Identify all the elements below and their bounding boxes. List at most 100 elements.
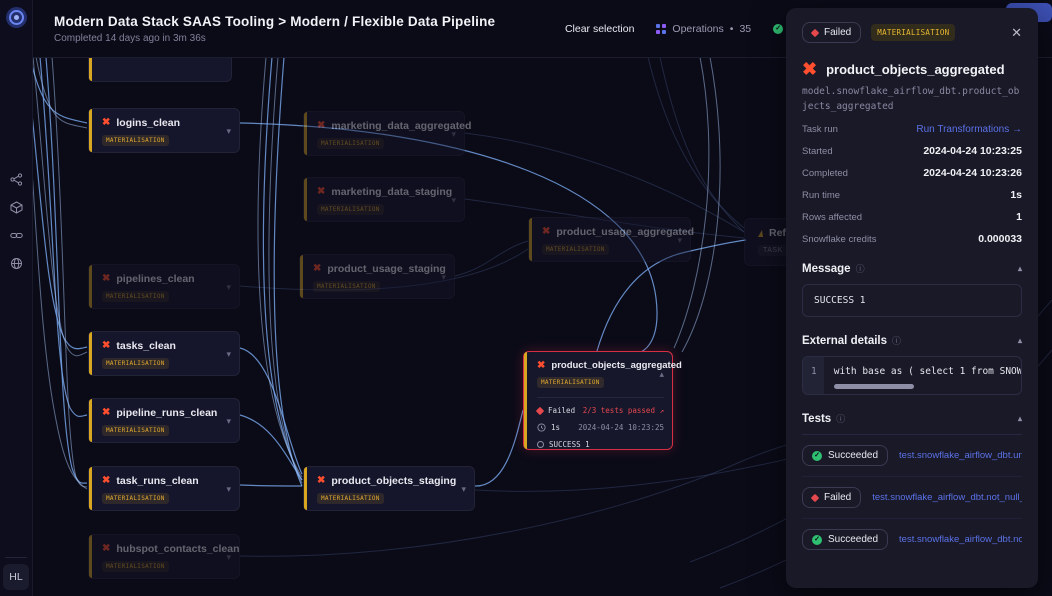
cube-icon[interactable] <box>10 201 23 214</box>
node-label: hubspot_contacts_clean <box>116 543 240 555</box>
panel-title: product_objects_aggregated <box>826 61 1005 77</box>
chevron-down-icon[interactable]: ▾ <box>461 484 466 494</box>
detail-row: Started 2024-04-24 10:23:25 <box>802 145 1022 157</box>
operations-chip[interactable]: Operations • 35 <box>656 23 751 35</box>
test-link[interactable]: test.snowflake_airflow_dbt.unique_pro <box>899 450 1022 462</box>
status-circle-icon <box>537 441 544 448</box>
materialisation-badge: MATERIALISATION <box>102 135 169 146</box>
node-status-bar <box>89 535 92 578</box>
materialisation-badge: MATERIALISATION <box>102 425 169 436</box>
node-label: product_objects_aggregated <box>551 360 682 371</box>
code-content[interactable]: with base as ( select 1 from SNOWFLAKE <box>824 357 1021 394</box>
horizontal-scrollbar[interactable] <box>833 384 914 390</box>
node-marketing-data-staging[interactable]: ✖ marketing_data_staging ▾ MATERIALISATI… <box>303 177 465 222</box>
section-title: Tests <box>802 412 832 425</box>
materialisation-badge: MATERIALISATION <box>317 493 384 504</box>
node-label: product_objects_staging <box>331 475 457 487</box>
timestamp-text: 2024-04-24 10:23:25 <box>578 423 664 432</box>
test-row: Failed test.snowflake_airflow_dbt.not_nu… <box>802 477 1022 520</box>
node-label: product_usage_aggregated <box>556 226 695 238</box>
materialisation-badge: MATERIALISATION <box>102 493 169 504</box>
collapse-icon[interactable]: ▴ <box>1017 414 1022 424</box>
node-marketing-data-aggregated[interactable]: ✖ marketing_data_aggregated ▾ MATERIALIS… <box>303 111 471 156</box>
chevron-down-icon[interactable]: ▾ <box>451 195 456 205</box>
node-label: tasks_clean <box>116 340 176 352</box>
test-status-label: Failed <box>824 492 852 504</box>
chevron-down-icon[interactable]: ▾ <box>441 272 446 282</box>
node-product-usage-aggregated[interactable]: ✖ product_usage_aggregated ▾ MATERIALISA… <box>528 217 695 262</box>
info-icon[interactable]: ⓘ <box>836 414 846 425</box>
divider <box>802 434 1022 436</box>
globe-icon[interactable] <box>10 257 23 270</box>
section-title: External details <box>802 334 888 347</box>
user-avatar[interactable]: HL <box>3 564 29 590</box>
info-icon[interactable]: ⓘ <box>892 336 902 347</box>
detail-value: 2024-04-24 10:23:25 <box>923 145 1022 158</box>
info-icon[interactable]: ⓘ <box>855 264 865 275</box>
test-row: ✓ Succeeded test.snowflake_airflow_dbt.u… <box>802 435 1022 478</box>
chevron-down-icon[interactable]: ▾ <box>226 484 231 494</box>
node-product-objects-aggregated-selected[interactable]: ✖ product_objects_aggregated ▴ MATERIALI… <box>523 351 682 450</box>
app-logo-icon[interactable] <box>5 7 27 28</box>
pipeline-graph-icon[interactable] <box>9 173 23 186</box>
chevron-down-icon[interactable]: ▾ <box>226 552 231 562</box>
collapse-icon[interactable]: ▴ <box>1017 336 1022 346</box>
node-detail-panel: Failed MATERIALISATION ✕ ✖ product_objec… <box>786 8 1038 588</box>
node-task-runs-clean[interactable]: ✖ task_runs_clean ▾ MATERIALISATION <box>88 466 240 511</box>
node-status-bar <box>529 218 532 261</box>
chevron-down-icon[interactable]: ▾ <box>677 235 682 245</box>
line-number: 1 <box>803 357 824 395</box>
status-badge: Failed <box>802 22 862 43</box>
clear-selection-button[interactable]: Clear selection <box>564 22 635 35</box>
detail-row: Snowflake credits 0.000033 <box>802 233 1022 245</box>
chevron-down-icon[interactable]: ▾ <box>226 416 231 426</box>
node-label: marketing_data_aggregated <box>331 120 472 132</box>
test-link[interactable]: test.snowflake_airflow_dbt.not_null_pr <box>899 534 1022 546</box>
failed-diamond-icon <box>810 493 820 503</box>
node-hubspot-contacts-clean[interactable]: ✖ hubspot_contacts_clean ▾ MATERIALISATI… <box>88 534 240 579</box>
dbt-icon: ✖ <box>317 475 326 486</box>
node-label: logins_clean <box>116 117 180 129</box>
chevron-down-icon[interactable]: ▾ <box>226 349 231 359</box>
close-icon[interactable]: ✕ <box>1011 25 1022 40</box>
node-status-bar <box>304 178 307 221</box>
test-link[interactable]: test.snowflake_airflow_dbt.not_null_pr <box>872 492 1022 504</box>
materialisation-badge: MATERIALISATION <box>102 561 169 572</box>
node-product-usage-staging[interactable]: ✖ product_usage_staging ▾ MATERIALISATIO… <box>299 254 455 299</box>
check-circle-icon: ✓ <box>773 23 784 34</box>
node-tasks-clean[interactable]: ✖ tasks_clean ▾ MATERIALISATION <box>88 331 240 376</box>
node-label: pipeline_runs_clean <box>116 407 218 419</box>
dbt-icon: ✖ <box>313 263 322 274</box>
node-status-text: Failed <box>548 406 576 415</box>
divider <box>5 557 27 558</box>
task-run-link[interactable]: Run Transformations → <box>916 124 1022 136</box>
detail-value: 0.000033 <box>978 233 1022 246</box>
detail-label: Task run <box>802 124 838 136</box>
detail-label: Snowflake credits <box>802 233 877 245</box>
node-pipeline-runs-clean[interactable]: ✖ pipeline_runs_clean ▾ MATERIALISATION <box>88 398 240 443</box>
link-icon[interactable] <box>9 229 23 242</box>
detail-label: Completed <box>802 167 848 179</box>
breadcrumb[interactable]: Modern Data Stack SAAS Tooling > Modern … <box>54 13 496 29</box>
chevron-down-icon[interactable]: ▾ <box>226 282 231 292</box>
node-status-bar <box>524 352 527 449</box>
node-logins-clean[interactable]: ✖ logins_clean ▾ MATERIALISATION <box>88 108 240 153</box>
divider <box>537 397 664 398</box>
chevron-up-icon[interactable]: ▴ <box>659 369 664 379</box>
node-pipelines-clean[interactable]: ✖ pipelines_clean ▾ MATERIALISATION <box>88 264 240 309</box>
node-product-objects-staging[interactable]: ✖ product_objects_staging ▾ MATERIALISAT… <box>303 466 475 511</box>
task-badge: TASK <box>758 245 788 256</box>
chevron-down-icon[interactable]: ▾ <box>451 129 456 139</box>
collapse-icon[interactable]: ▴ <box>1017 264 1022 274</box>
dbt-icon: ✖ <box>102 117 111 128</box>
chevron-down-icon[interactable]: ▾ <box>226 126 231 136</box>
grid-icon <box>656 23 667 34</box>
code-line: with base as ( select 1 from SNOWFLAKE <box>833 366 1021 378</box>
node-status-bar <box>300 255 303 298</box>
details-list: Task run Run Transformations → Started 2… <box>802 124 1022 245</box>
materialisation-badge: MATERIALISATION <box>102 358 169 369</box>
tests-summary-link[interactable]: 2/3 tests passed ↗ <box>582 406 664 415</box>
test-status-label: Succeeded <box>828 534 879 546</box>
dot-separator: • <box>729 22 734 35</box>
